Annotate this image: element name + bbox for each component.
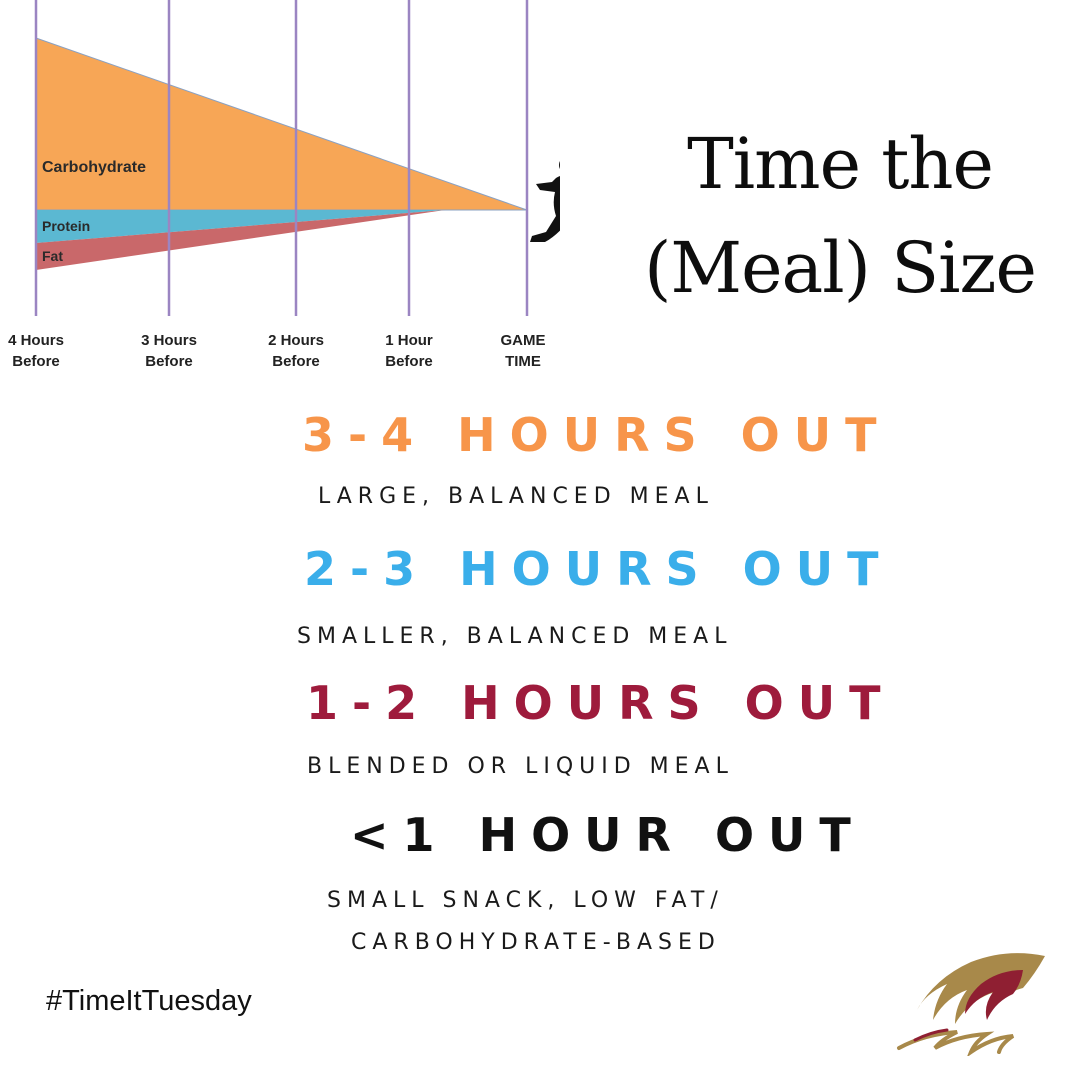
page-title: Time the (Meal) Size — [600, 112, 1080, 320]
guide-description-under-1-hour-line-2: CARBOHYDRATE-BASED — [351, 930, 721, 955]
guide-description-1-2-hours: BLENDED OR LIQUID MEAL — [307, 754, 734, 779]
time-label-1-hour: 1 Hour Before — [370, 330, 448, 372]
guide-description-3-4-hours: LARGE, BALANCED MEAL — [318, 484, 714, 509]
carbohydrate-label: Carbohydrate — [42, 159, 147, 176]
carbohydrate-band — [35, 37, 528, 211]
title-line-1: Time the — [687, 123, 994, 205]
hashtag: #TimeItTuesday — [46, 985, 252, 1017]
time-label-line2: TIME — [505, 353, 541, 370]
time-label-line1: GAME — [500, 332, 546, 349]
time-label-line2: Before — [385, 353, 433, 370]
time-label-3-hours: 3 Hours Before — [130, 330, 208, 372]
guide-heading-2-3-hours: 2-3 HOURS OUT — [304, 542, 893, 596]
time-label-2-hours: 2 Hours Before — [257, 330, 335, 372]
time-label-line1: 4 Hours — [8, 332, 64, 349]
fat-label: Fat — [42, 248, 63, 264]
time-label-line2: Before — [272, 353, 320, 370]
guide-heading-under-1-hour: <1 HOUR OUT — [350, 808, 865, 862]
meal-timing-graphic: Carbohydrate Protein Fat 4 Hours Before … — [0, 0, 610, 380]
fat-band — [36, 210, 445, 270]
time-label-4-hours: 4 Hours Before — [0, 330, 72, 372]
team-logo-icon — [895, 948, 1055, 1058]
time-label-game-time: GAME TIME — [492, 330, 554, 372]
baseball-player-silhouette-icon — [530, 156, 610, 242]
title-line-2: (Meal) Size — [644, 227, 1037, 309]
guide-heading-3-4-hours: 3-4 HOURS OUT — [302, 408, 891, 462]
guide-description-under-1-hour-line-1: SMALL SNACK, LOW FAT/ — [327, 888, 724, 913]
time-label-line2: Before — [12, 353, 60, 370]
time-label-line1: 3 Hours — [141, 332, 197, 349]
guide-heading-1-2-hours: 1-2 HOURS OUT — [306, 676, 895, 730]
time-gridlines — [34, 0, 529, 316]
guide-description-2-3-hours: SMALLER, BALANCED MEAL — [297, 624, 733, 649]
time-label-line2: Before — [145, 353, 193, 370]
time-label-line1: 1 Hour — [385, 332, 433, 349]
meal-timing-diagram — [34, 0, 610, 316]
protein-label: Protein — [42, 218, 91, 234]
time-label-line1: 2 Hours — [268, 332, 324, 349]
